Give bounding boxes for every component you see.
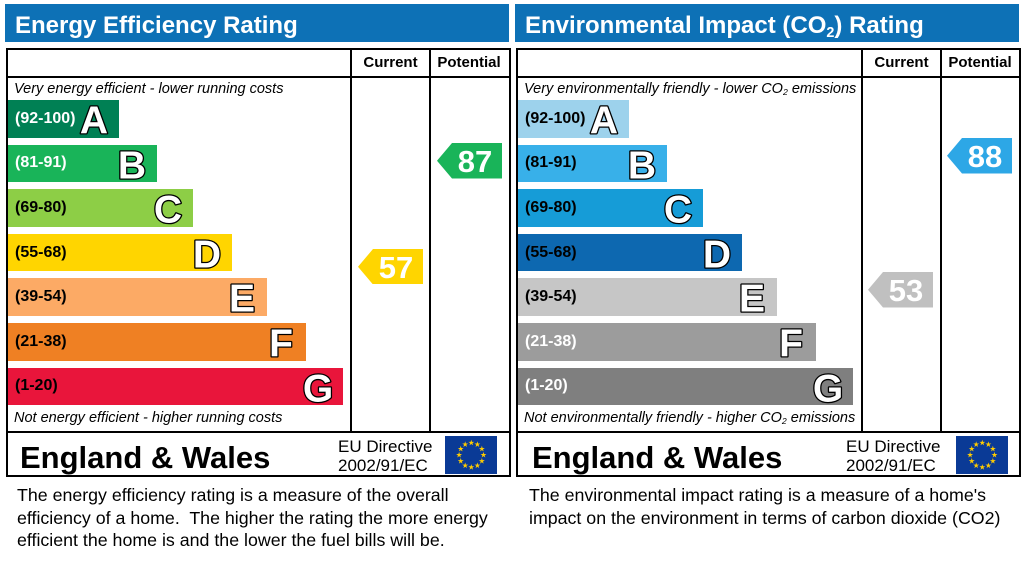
svg-text:87: 87 [457,144,491,179]
svg-text:57: 57 [379,250,413,285]
svg-text:53: 53 [889,273,923,308]
svg-text:A: A [590,100,618,141]
svg-text:F: F [779,323,803,364]
svg-text:D: D [193,233,221,274]
svg-text:F: F [269,323,293,364]
svg-text:B: B [628,144,656,185]
svg-text:G: G [813,367,843,408]
svg-text:E: E [229,278,255,319]
svg-text:A: A [80,100,108,141]
svg-text:B: B [118,144,146,185]
svg-text:C: C [664,189,692,230]
svg-text:E: E [739,278,765,319]
svg-text:D: D [703,233,731,274]
svg-text:88: 88 [967,139,1001,174]
svg-text:C: C [154,189,182,230]
svg-text:G: G [303,367,333,408]
